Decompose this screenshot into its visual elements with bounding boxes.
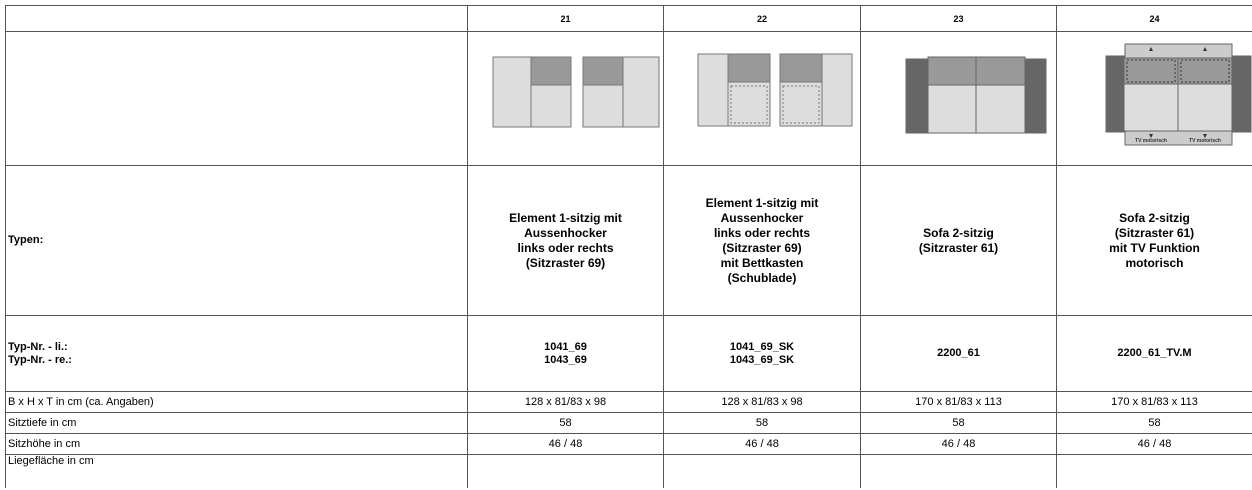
text-line: motorisch [1125, 255, 1184, 270]
row-label: Sitzhöhe in cm [5, 433, 468, 455]
text-line: mit Bettkasten [720, 255, 804, 270]
text-line: Sofa 2-sitzig [923, 225, 994, 240]
row-label: Sitztiefe in cm [5, 412, 468, 434]
text-line: Element 1-sitzig mit [509, 210, 622, 225]
sofa-diagram [492, 56, 660, 128]
header-cell: 21 [467, 5, 664, 32]
spec-cell: 58 [663, 412, 861, 434]
text-line: 1041_69 [544, 340, 587, 353]
header-row: 21 22 23 24 [5, 5, 1252, 32]
text-line: (Sitzraster 61) [918, 240, 999, 255]
text-line: (Sitzraster 69) [525, 255, 606, 270]
text-line: 1043_69_SK [729, 353, 795, 366]
text-line: 2200_61 [937, 347, 980, 359]
text-line: 1043_69 [544, 353, 587, 366]
empty-cell [5, 31, 468, 166]
typnr-cell: 1041_69_SK 1043_69_SK [663, 315, 861, 392]
spec-cell: 58 [1056, 412, 1252, 434]
image-cell [663, 31, 861, 166]
spec-cell: 58 [860, 412, 1057, 434]
type-cell: Sofa 2-sitzig (Sitzraster 61) mit TV Funkt… [1056, 165, 1252, 316]
image-cell [860, 31, 1057, 166]
type-cell: Element 1-sitzig mit Aussenhocker links od… [467, 165, 664, 316]
spec-cell: 46 / 48 [663, 433, 861, 455]
spec-cell [860, 454, 1057, 488]
row-label: Typ-Nr. - li.: Typ-Nr. - re.: [5, 315, 468, 392]
row-label: Typen: [5, 165, 468, 316]
typnr-cell: 2200_61_TV.M [1056, 315, 1252, 392]
text-line: mit TV Funktion [1109, 240, 1200, 255]
header-cell: 22 [663, 5, 861, 32]
type-cell: Sofa 2-sitzig (Sitzraster 61) [860, 165, 1057, 316]
text-line: Element 1-sitzig mit [705, 195, 819, 210]
header-cell: 24 [1056, 5, 1252, 32]
text-line: (Sitzraster 69) [722, 240, 802, 255]
text-line: 2200_61_TV.M [1117, 347, 1192, 359]
typnr-cell: 1041_69 1043_69 [467, 315, 664, 392]
spec-cell: 46 / 48 [1056, 433, 1252, 455]
sofa-diagram [905, 56, 1047, 134]
spec-cell [663, 454, 861, 488]
image-row: TV motorisch TV motorisch [5, 31, 1252, 166]
spec-cell: 58 [467, 412, 664, 434]
typnr-cell: 2200_61 [860, 315, 1057, 392]
type-cell: Element 1-sitzig mit Aussenhocker links od… [663, 165, 861, 316]
spec-cell: 46 / 48 [860, 433, 1057, 455]
text-line: links oder rechts [713, 225, 811, 240]
row-label: Liegefläche in cm [5, 454, 468, 488]
header-cell [5, 5, 468, 32]
spec-cell: 170 x 81/83 x 113 [860, 391, 1057, 413]
sofa-diagram [697, 53, 853, 127]
image-cell: TV motorisch TV motorisch [1056, 31, 1252, 166]
image-cell [467, 31, 664, 166]
text-line: (Schublade) [727, 270, 797, 285]
spec-row: Sitztiefe in cm 58 58 58 58 [5, 412, 1252, 434]
spec-cell: 128 x 81/83 x 98 [467, 391, 664, 413]
text-line: Aussenhocker [524, 225, 607, 240]
spec-cell: 170 x 81/83 x 113 [1056, 391, 1252, 413]
label-line: Typ-Nr. - li.: [8, 340, 68, 353]
label-line: Typ-Nr. - re.: [8, 353, 72, 366]
sofa-diagram: TV motorisch TV motorisch [1105, 43, 1252, 146]
typnr-row: Typ-Nr. - li.: Typ-Nr. - re.: 1041_69 1043… [5, 315, 1252, 392]
tv-label: TV motorisch [1189, 138, 1221, 144]
tv-label: TV motorisch [1135, 138, 1167, 144]
row-label: B x H x T in cm (ca. Angaben) [5, 391, 468, 413]
text-line: 1041_69_SK [729, 340, 795, 353]
text-line: Sofa 2-sitzig [1119, 210, 1190, 225]
spec-table: 21 22 23 24 TV motorisch TV [5, 5, 1252, 488]
header-cell: 23 [860, 5, 1057, 32]
spec-row: Sitzhöhe in cm 46 / 48 46 / 48 46 / 48 46 / … [5, 433, 1252, 455]
text-line: links oder rechts [517, 240, 614, 255]
spec-row: Liegefläche in cm [5, 454, 1252, 488]
spec-cell [1056, 454, 1252, 488]
types-row: Typen: Element 1-sitzig mit Aussenhocker l… [5, 165, 1252, 316]
spec-row: B x H x T in cm (ca. Angaben) 128 x 81/83… [5, 391, 1252, 413]
spec-cell: 128 x 81/83 x 98 [663, 391, 861, 413]
text-line: Aussenhocker [720, 210, 804, 225]
text-line: (Sitzraster 61) [1114, 225, 1195, 240]
spec-cell [467, 454, 664, 488]
spec-cell: 46 / 48 [467, 433, 664, 455]
